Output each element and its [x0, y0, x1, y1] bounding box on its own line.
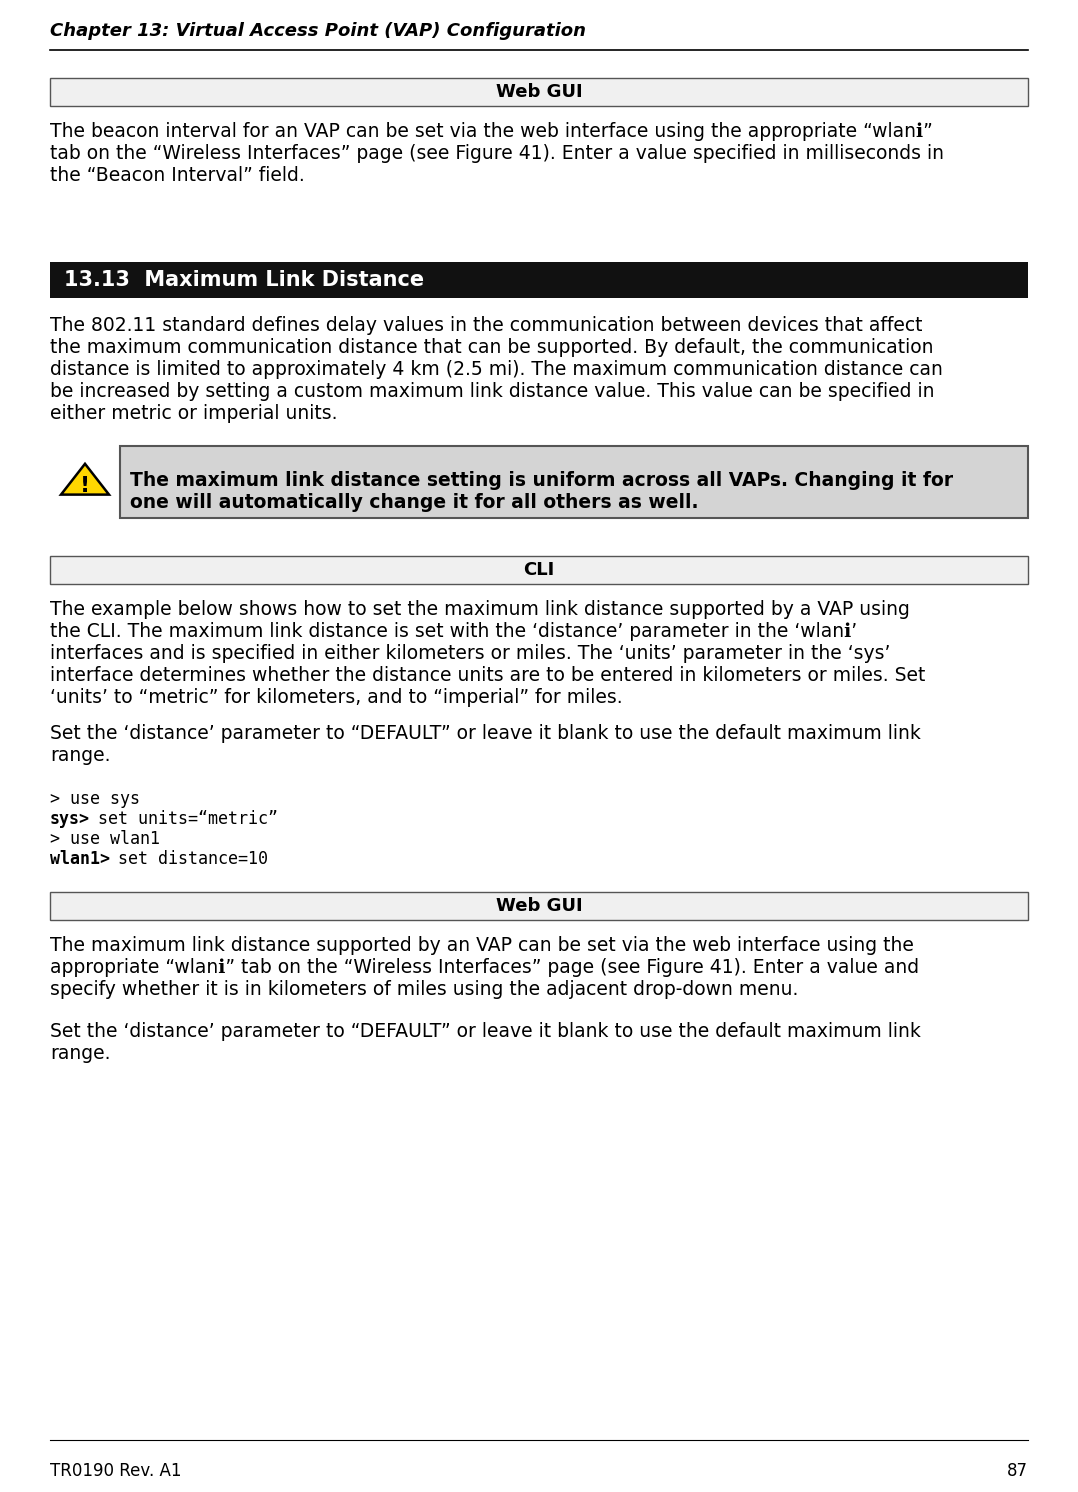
Text: Web GUI: Web GUI [496, 84, 582, 101]
Text: TR0190 Rev. A1: TR0190 Rev. A1 [50, 1462, 181, 1480]
Text: one will automatically change it for all others as well.: one will automatically change it for all… [130, 492, 699, 512]
Text: set distance=10: set distance=10 [108, 850, 268, 868]
Text: specify whether it is in kilometers of miles using the adjacent drop-down menu.: specify whether it is in kilometers of m… [50, 980, 799, 1000]
FancyBboxPatch shape [50, 78, 1028, 106]
Text: sys>: sys> [50, 810, 89, 828]
Text: The maximum link distance supported by an VAP can be set via the web interface u: The maximum link distance supported by a… [50, 935, 914, 955]
Text: Web GUI: Web GUI [496, 897, 582, 915]
Text: 13.13  Maximum Link Distance: 13.13 Maximum Link Distance [64, 270, 424, 289]
Text: tab on the “Wireless Interfaces” page (see Figure 41). Enter a value specified i: tab on the “Wireless Interfaces” page (s… [50, 145, 944, 163]
FancyBboxPatch shape [50, 892, 1028, 921]
Text: > use wlan1: > use wlan1 [50, 830, 160, 847]
Text: Set the ‘distance’ parameter to “DEFAULT” or leave it blank to use the default m: Set the ‘distance’ parameter to “DEFAULT… [50, 724, 921, 743]
Text: wlan1>: wlan1> [50, 850, 110, 868]
Text: appropriate “wlanℹ” tab on the “Wireless Interfaces” page (see Figure 41). Enter: appropriate “wlanℹ” tab on the “Wireless… [50, 958, 920, 977]
Text: 87: 87 [1007, 1462, 1028, 1480]
Text: ‘units’ to “metric” for kilometers, and to “imperial” for miles.: ‘units’ to “metric” for kilometers, and … [50, 688, 623, 707]
Text: the maximum communication distance that can be supported. By default, the commun: the maximum communication distance that … [50, 339, 934, 357]
Text: range.: range. [50, 1044, 111, 1062]
Text: Chapter 13: Virtual Access Point (VAP) Configuration: Chapter 13: Virtual Access Point (VAP) C… [50, 22, 586, 40]
FancyBboxPatch shape [50, 263, 1028, 298]
Text: interface determines whether the distance units are to be entered in kilometers : interface determines whether the distanc… [50, 665, 925, 685]
Text: be increased by setting a custom maximum link distance value. This value can be : be increased by setting a custom maximum… [50, 382, 935, 401]
Text: range.: range. [50, 746, 111, 765]
Text: either metric or imperial units.: either metric or imperial units. [50, 404, 337, 424]
Text: Set the ‘distance’ parameter to “DEFAULT” or leave it blank to use the default m: Set the ‘distance’ parameter to “DEFAULT… [50, 1022, 921, 1041]
Text: !: ! [80, 476, 91, 495]
Text: The 802.11 standard defines delay values in the communication between devices th: The 802.11 standard defines delay values… [50, 316, 923, 336]
Polygon shape [61, 464, 109, 495]
Text: set units=“metric”: set units=“metric” [88, 810, 278, 828]
FancyBboxPatch shape [50, 557, 1028, 583]
Text: interfaces and is specified in either kilometers or miles. The ‘units’ parameter: interfaces and is specified in either ki… [50, 645, 890, 662]
Text: the CLI. The maximum link distance is set with the ‘distance’ parameter in the ‘: the CLI. The maximum link distance is se… [50, 622, 857, 642]
FancyBboxPatch shape [120, 446, 1028, 518]
Text: the “Beacon Interval” field.: the “Beacon Interval” field. [50, 166, 305, 185]
Text: CLI: CLI [524, 561, 554, 579]
Text: distance is limited to approximately 4 km (2.5 mi). The maximum communication di: distance is limited to approximately 4 k… [50, 360, 943, 379]
Text: > use sys: > use sys [50, 789, 140, 809]
Text: The beacon interval for an VAP can be set via the web interface using the approp: The beacon interval for an VAP can be se… [50, 122, 932, 142]
Text: The example below shows how to set the maximum link distance supported by a VAP : The example below shows how to set the m… [50, 600, 910, 619]
Text: The maximum link distance setting is uniform across all VAPs. Changing it for: The maximum link distance setting is uni… [130, 471, 953, 489]
